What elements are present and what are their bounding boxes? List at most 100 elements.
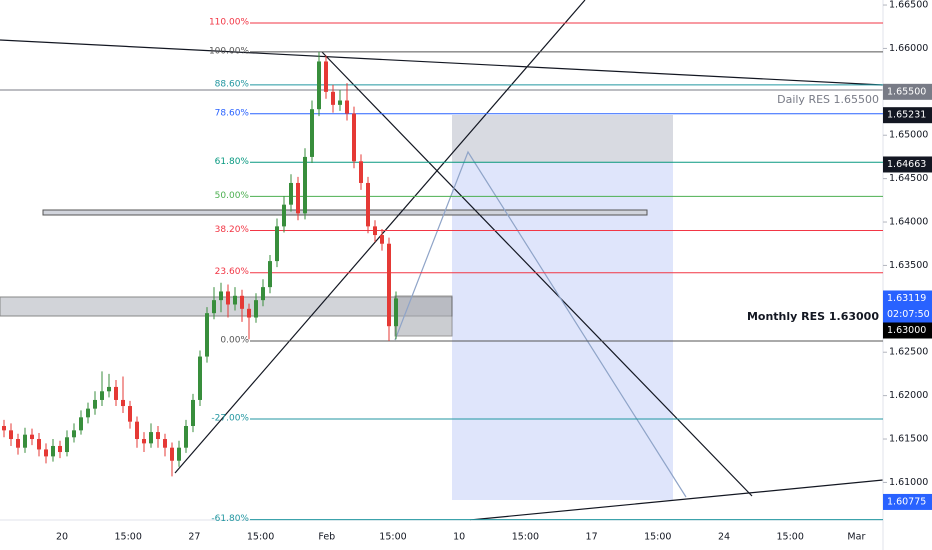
y-tick-label: 1.66500 [889, 0, 928, 11]
candle-body [317, 61, 321, 110]
price-badge-label: 1.64663 [887, 159, 926, 170]
entry-box [394, 295, 453, 337]
price-badge-label: 1.63119 [887, 293, 926, 304]
candle-body [331, 91, 335, 105]
x-tick-label: 15:00 [247, 532, 274, 543]
candle-body [261, 287, 265, 301]
candle-body [149, 432, 153, 444]
drawings [0, 0, 884, 550]
fib-label: 61.80% [215, 157, 250, 167]
candle-body [79, 417, 83, 431]
candle-body [373, 226, 377, 236]
x-tick-label: 27 [188, 532, 200, 543]
price-badge [883, 322, 932, 339]
x-tick-label: 17 [586, 532, 598, 543]
candle-body [9, 430, 13, 440]
fib-label: -27.00% [211, 413, 249, 423]
x-tick-label: 10 [453, 532, 465, 543]
candle-body [2, 425, 6, 431]
fib-label: 88.60% [215, 79, 250, 89]
price-badge [883, 493, 932, 510]
candle-body [254, 300, 258, 318]
candle-body [135, 421, 139, 440]
candle-body [359, 161, 363, 183]
fib-label: -61.80% [211, 514, 249, 524]
x-tick-label: 15:00 [115, 532, 142, 543]
candle-body [121, 399, 125, 407]
candle-body [198, 356, 202, 400]
candle-body [338, 100, 342, 105]
candle-body [219, 291, 223, 301]
candle-body [324, 61, 328, 92]
candle-body [247, 308, 251, 318]
candle-body [16, 439, 20, 448]
fib-label: 110.00% [209, 18, 249, 28]
trend-line [0, 39, 884, 86]
candle-body [93, 399, 97, 409]
target-zone [452, 163, 673, 500]
candle-body [72, 430, 76, 438]
resistance-bar [42, 209, 648, 216]
candle-body [51, 445, 55, 457]
fib-label: 38.20% [215, 225, 250, 235]
annotation: Daily RES 1.65500 [777, 93, 879, 106]
price-badge-label: 1.63000 [887, 325, 926, 336]
candle-body [352, 113, 356, 162]
candle-body [275, 226, 279, 262]
candle-body [114, 386, 118, 400]
candle-body [107, 386, 111, 392]
candle-body [142, 439, 146, 444]
candle-body [394, 298, 398, 327]
trend-line [469, 479, 884, 521]
fib-label: 100.00% [209, 46, 249, 56]
candle-body [177, 447, 181, 461]
candle-body [303, 156, 307, 214]
candle-body [226, 291, 230, 305]
candle-body [387, 243, 391, 327]
fib-label: 50.00% [215, 191, 250, 201]
price-badge [883, 107, 932, 124]
price-badge-label: 1.65500 [887, 86, 926, 97]
x-tick-label: Mar [847, 532, 865, 543]
candle-body [128, 406, 132, 422]
price-badge [883, 290, 932, 323]
candle-body [44, 449, 48, 457]
y-tick-label: 1.61000 [889, 477, 928, 488]
projection-path [394, 150, 687, 498]
candle-body [100, 391, 104, 400]
y-tick-label: 1.66000 [889, 43, 928, 54]
x-tick-label: 24 [718, 532, 730, 543]
x-tick-label: 15:00 [512, 532, 539, 543]
y-tick-label: 1.64000 [889, 217, 928, 228]
x-tick-label: 15:00 [644, 532, 671, 543]
stop-zone [452, 115, 673, 163]
candle-body [58, 445, 62, 453]
y-tick-label: 1.61500 [889, 434, 928, 445]
candle-body [240, 295, 244, 309]
candle-body [289, 182, 293, 205]
candle-body [37, 439, 41, 450]
candle-body [23, 434, 27, 448]
candle-body [282, 204, 286, 227]
x-tick-label: 15:00 [777, 532, 804, 543]
candle-body [296, 182, 300, 214]
price-badge-label: 1.60775 [887, 496, 926, 507]
candle-body [65, 437, 69, 453]
y-tick-label: 1.62000 [889, 390, 928, 401]
candle-body [310, 109, 314, 157]
fib-label: 78.60% [215, 108, 250, 118]
candle-body [380, 235, 384, 244]
fib-label: 23.60% [215, 267, 250, 277]
x-tick-label: Feb [318, 532, 335, 543]
price-badge [883, 83, 932, 100]
x-tick-label: 15:00 [379, 532, 406, 543]
candle-body [205, 313, 209, 357]
candle-body [170, 447, 174, 461]
candle-body [86, 408, 90, 418]
candles [2, 51, 398, 477]
candle-body [366, 182, 370, 227]
candle-body [233, 295, 237, 305]
y-tick-label: 1.62500 [889, 347, 928, 358]
candle-body [345, 100, 349, 114]
price-badge-label: 1.65231 [887, 110, 926, 121]
